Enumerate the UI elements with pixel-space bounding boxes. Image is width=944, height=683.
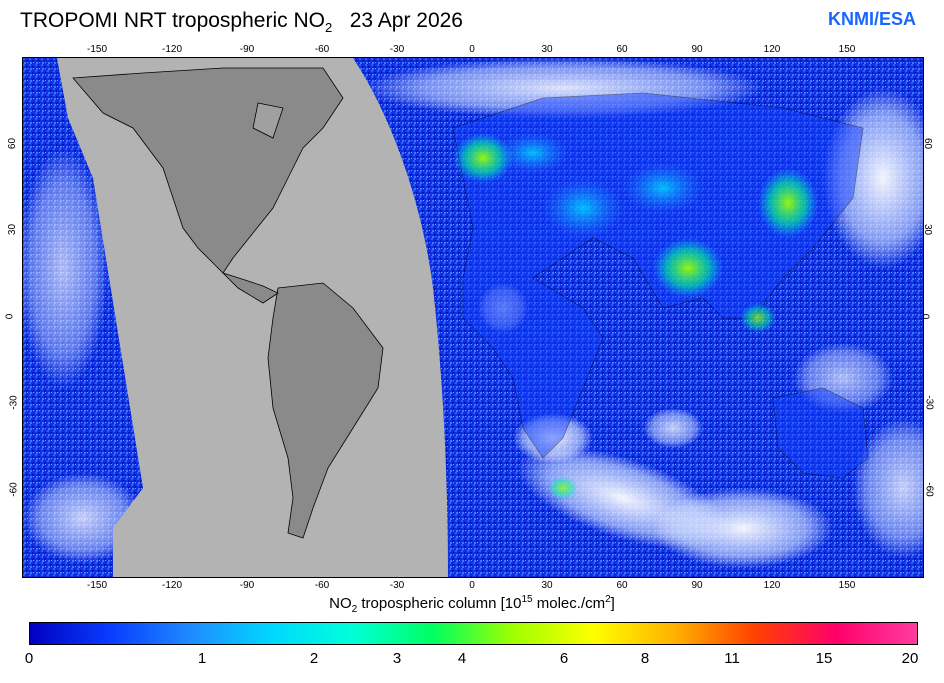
colorbar-tick-label: 8	[640, 650, 650, 667]
map-canvas	[23, 58, 923, 577]
lon-tick-label: 60	[616, 44, 628, 55]
lon-tick-label: 30	[541, 44, 553, 55]
colorbar-tick-label: 6	[559, 650, 569, 667]
colorbar-tick-label: 4	[457, 650, 467, 667]
lon-tick-label: -150	[86, 44, 108, 55]
lon-tick-label: -30	[389, 580, 405, 591]
colorbar-tick-label: 15	[815, 650, 833, 667]
lat-tick-label-left: -30	[8, 395, 20, 410]
lat-tick-label-right: -30	[923, 395, 935, 410]
lon-tick-label: 0	[469, 580, 475, 591]
lat-tick-label-left: -60	[8, 481, 20, 497]
colorbar-tick-label: 0	[24, 650, 34, 667]
map-date: 23 Apr 2026	[349, 9, 463, 32]
lat-tick-label-left: 60	[7, 137, 19, 149]
no-data-region	[57, 58, 448, 577]
lon-tick-label: 90	[691, 580, 703, 591]
colorbar-tick-label: 2	[309, 650, 319, 667]
lon-tick-label: -120	[161, 580, 183, 591]
map-title: TROPOMI NRT tropospheric NO2 23 Apr 2026	[20, 9, 463, 36]
lat-tick-label-right: -60	[923, 481, 935, 497]
colorbar-tick-label: 20	[901, 650, 919, 667]
colorbar-tick-label: 11	[724, 650, 740, 667]
lon-tick-label: -120	[161, 44, 183, 55]
americas-land	[72, 67, 384, 539]
lon-tick-label: 0	[469, 44, 475, 55]
bottom-longitude-axis: -150 -120 -90 -60 -30 0 30 60 90 120 150	[22, 580, 922, 594]
colorbar-tick-label: 1	[197, 650, 207, 667]
no2-map[interactable]	[22, 57, 924, 578]
lon-tick-label: -30	[389, 44, 405, 55]
lon-tick-label: -60	[314, 44, 330, 55]
lat-tick-label-left: 30	[7, 223, 19, 236]
colorbar-tick-label: 3	[392, 650, 402, 667]
top-longitude-axis: -150 -120 -90 -60 -30 0 30 60 90 120 150	[22, 44, 922, 58]
lat-tick-label-left: 0	[4, 313, 16, 319]
lon-tick-label: -60	[314, 580, 330, 591]
lon-tick-label: -150	[86, 580, 108, 591]
lon-tick-label: 150	[838, 580, 856, 591]
lon-tick-label: 150	[838, 44, 856, 55]
lon-tick-label: -90	[239, 580, 255, 591]
colorbar	[29, 622, 918, 645]
lon-tick-label: 30	[541, 580, 553, 591]
lon-tick-label: 60	[616, 580, 628, 591]
lon-tick-label: 120	[763, 580, 781, 591]
lon-tick-label: 90	[691, 44, 703, 55]
lon-tick-label: -90	[239, 44, 255, 55]
lon-tick-label: 120	[763, 44, 781, 55]
eastern-hemisphere	[452, 92, 869, 500]
brand-logo-text: KNMI/ESA	[827, 9, 916, 29]
cloud-cover	[23, 58, 923, 568]
colorbar-axis-label: NO2 tropospheric column [1015 molec./cm2…	[329, 594, 615, 615]
